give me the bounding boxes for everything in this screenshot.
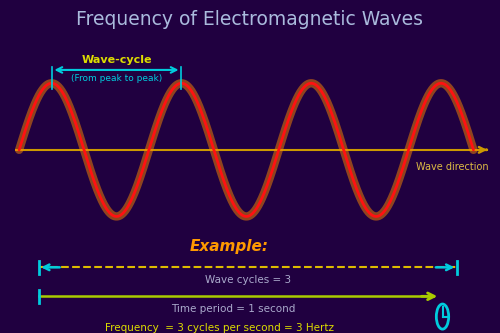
Text: Example:: Example: [189, 239, 268, 254]
Text: Time period = 1 second: Time period = 1 second [172, 304, 296, 314]
Text: Wave cycles = 3: Wave cycles = 3 [204, 275, 291, 285]
Text: (From peak to peak): (From peak to peak) [71, 74, 162, 83]
Text: Wave-cycle: Wave-cycle [81, 55, 152, 65]
Text: Wave direction: Wave direction [416, 162, 489, 172]
Text: Frequency  = 3 cycles per second = 3 Hertz: Frequency = 3 cycles per second = 3 Hert… [105, 323, 334, 333]
Text: Frequency of Electromagnetic Waves: Frequency of Electromagnetic Waves [76, 10, 424, 30]
